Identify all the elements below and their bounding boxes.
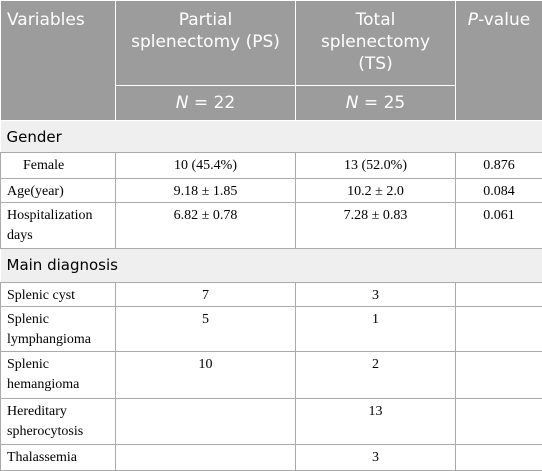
row-label: Splenic hemangioma <box>1 352 116 399</box>
header-text: Variables <box>7 10 85 30</box>
data-cell <box>456 283 542 307</box>
data-cell: 3 <box>296 283 456 307</box>
data-cell <box>116 445 296 471</box>
header-text: Partial splenectomy (PS) <box>131 10 280 52</box>
data-cell: 6.82 ± 0.78 <box>116 203 296 249</box>
header-text: Total splenectomy (TS) <box>321 10 430 74</box>
row-label: Thalassemia <box>1 445 116 471</box>
data-cell: 1 <box>296 307 456 352</box>
data-cell: 10 <box>116 352 296 399</box>
data-cell <box>456 399 542 445</box>
header-text: = 22 <box>194 93 235 113</box>
header-text: N <box>346 93 359 113</box>
data-cell <box>456 445 542 471</box>
data-row: Hereditary spherocytosis 13 <box>1 399 542 445</box>
header-cell: Partial splenectomy (PS) <box>116 1 296 86</box>
header-cell: P-value <box>456 1 542 121</box>
data-cell: 5 <box>116 307 296 352</box>
data-cell: 0.084 <box>456 179 542 203</box>
data-cell <box>116 399 296 445</box>
section-row: Main diagnosis <box>1 249 542 283</box>
data-cell: 0.061 <box>456 203 542 249</box>
data-cell: 10.2 ± 2.0 <box>296 179 456 203</box>
header-text: = 25 <box>364 93 405 113</box>
data-cell: 9.18 ± 1.85 <box>116 179 296 203</box>
header-cell: Total splenectomy (TS) <box>296 1 456 86</box>
data-cell <box>456 352 542 399</box>
header-row: Variables Partial splenectomy (PS) Total… <box>1 1 542 86</box>
data-cell: 2 <box>296 352 456 399</box>
header-cell: N = 22 <box>116 86 296 121</box>
section-row: Gender <box>1 121 542 153</box>
header-text: P <box>468 10 478 30</box>
data-cell: 3 <box>296 445 456 471</box>
row-label: Age(year) <box>1 179 116 203</box>
data-cell: 7 <box>116 283 296 307</box>
table-header: Variables Partial splenectomy (PS) Total… <box>1 1 542 121</box>
data-cell: 13 (52.0%) <box>296 153 456 179</box>
data-cell: 0.876 <box>456 153 542 179</box>
header-text: -value <box>478 10 530 30</box>
data-cell: 7.28 ± 0.83 <box>296 203 456 249</box>
header-text: N <box>176 93 189 113</box>
data-cell: 13 <box>296 399 456 445</box>
row-label: Splenic cyst <box>1 283 116 307</box>
header-cell: Variables <box>1 1 116 121</box>
row-label: Hospitalization days <box>1 203 116 249</box>
section-cell: Main diagnosis <box>1 249 542 283</box>
section-cell: Gender <box>1 121 542 153</box>
row-label: Hereditary spherocytosis <box>1 399 116 445</box>
row-label: Female <box>1 153 116 179</box>
data-cell: 10 (45.4%) <box>116 153 296 179</box>
data-cell <box>456 307 542 352</box>
row-label: Splenic lymphangioma <box>1 307 116 352</box>
header-cell: N = 25 <box>296 86 456 121</box>
data-row: Thalassemia 3 <box>1 445 542 471</box>
